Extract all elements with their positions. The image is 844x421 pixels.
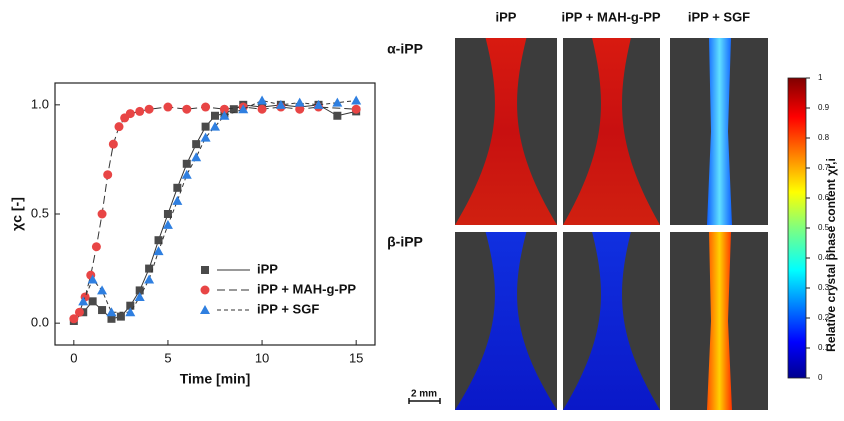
point bbox=[201, 122, 210, 131]
specimen bbox=[707, 232, 732, 410]
y-tick-label: 1.0 bbox=[31, 96, 49, 111]
legend-label: iPP + SGF bbox=[257, 301, 319, 316]
point bbox=[182, 104, 192, 114]
series-line bbox=[73, 106, 357, 320]
point bbox=[219, 110, 230, 120]
point bbox=[210, 121, 220, 131]
legend-label: iPP + MAH-g-PP bbox=[257, 281, 356, 296]
point bbox=[154, 236, 163, 245]
point bbox=[295, 104, 305, 114]
point bbox=[91, 242, 101, 252]
point bbox=[238, 104, 249, 114]
point bbox=[191, 152, 202, 162]
point bbox=[134, 291, 145, 301]
colorbar-tick-label: 0.2 bbox=[818, 313, 830, 322]
legend-marker bbox=[200, 285, 210, 295]
point bbox=[125, 109, 135, 119]
x-axis-label: Time [min] bbox=[180, 371, 251, 387]
scale-bar bbox=[408, 398, 441, 404]
column-label: iPP + MAH-g-PP bbox=[561, 9, 660, 24]
point bbox=[125, 307, 136, 317]
point bbox=[313, 99, 324, 109]
point bbox=[163, 102, 173, 112]
point bbox=[116, 312, 125, 321]
legend-marker bbox=[201, 266, 209, 274]
point bbox=[163, 210, 172, 218]
colorbar-tick-label: 0.5 bbox=[818, 223, 830, 232]
specimen bbox=[455, 232, 557, 410]
x-tick-label: 5 bbox=[164, 350, 171, 365]
point bbox=[97, 209, 107, 219]
y-tick-label: 0.5 bbox=[31, 205, 49, 220]
point bbox=[87, 274, 98, 284]
x-tick-label: 15 bbox=[349, 350, 363, 365]
x-tick-label: 10 bbox=[255, 350, 269, 365]
point bbox=[144, 104, 154, 114]
specimen bbox=[563, 38, 660, 225]
y-tick-label: 0.0 bbox=[31, 315, 49, 330]
point bbox=[201, 102, 211, 112]
specimen bbox=[563, 232, 660, 410]
point bbox=[98, 306, 107, 315]
column-label: iPP bbox=[496, 9, 517, 24]
point bbox=[351, 95, 362, 105]
colorbar-tick-label: 1 bbox=[818, 73, 823, 82]
point bbox=[257, 104, 267, 114]
point bbox=[126, 301, 135, 310]
scale-bar-label: 2 mm bbox=[411, 389, 437, 400]
point bbox=[144, 274, 155, 284]
colorbar-label: Relative crystal phase content χr,i bbox=[824, 158, 838, 352]
point bbox=[211, 111, 219, 120]
point bbox=[172, 195, 183, 205]
point bbox=[332, 97, 343, 107]
point bbox=[192, 140, 201, 149]
colorbar-tick-label: 0.1 bbox=[818, 343, 830, 352]
row-label: α-iPP bbox=[387, 41, 423, 57]
colorbar bbox=[787, 77, 807, 379]
point bbox=[153, 246, 164, 256]
point bbox=[103, 170, 113, 180]
column-label: iPP + SGF bbox=[688, 9, 750, 24]
point bbox=[200, 132, 211, 142]
point bbox=[108, 139, 118, 149]
colorbar-tick-label: 0.4 bbox=[818, 253, 830, 262]
point bbox=[74, 307, 84, 317]
legend-marker bbox=[200, 305, 210, 314]
x-tick-label: 0 bbox=[70, 350, 77, 365]
point bbox=[78, 296, 89, 306]
colorbar-tick-label: 0.7 bbox=[818, 163, 830, 172]
point bbox=[351, 104, 361, 114]
colorbar-tick-label: 0.3 bbox=[818, 283, 830, 292]
series-line bbox=[82, 99, 357, 313]
point bbox=[135, 286, 144, 295]
colorbar-tick-label: 0.8 bbox=[818, 133, 830, 142]
legend-label: iPP bbox=[257, 261, 278, 276]
point bbox=[97, 285, 108, 295]
point bbox=[294, 97, 305, 107]
point bbox=[145, 264, 154, 273]
point bbox=[229, 105, 238, 114]
specimen bbox=[455, 38, 557, 225]
point bbox=[107, 314, 116, 323]
point bbox=[275, 99, 286, 109]
point bbox=[333, 111, 342, 120]
specimen bbox=[707, 38, 732, 225]
point bbox=[114, 122, 124, 132]
point bbox=[69, 314, 79, 324]
colorbar-tick-label: 0.6 bbox=[818, 193, 830, 202]
point bbox=[182, 159, 191, 168]
row-label: β-iPP bbox=[387, 234, 423, 250]
point bbox=[257, 95, 268, 105]
y-axis-label: χc [-] bbox=[9, 197, 25, 231]
point bbox=[181, 169, 192, 179]
point bbox=[162, 219, 173, 229]
point bbox=[106, 307, 117, 317]
colorbar-tick-label: 0 bbox=[818, 373, 823, 382]
point bbox=[173, 183, 182, 192]
point bbox=[135, 106, 145, 116]
point bbox=[88, 297, 97, 306]
point bbox=[219, 104, 229, 114]
colorbar-tick-label: 0.9 bbox=[818, 103, 830, 112]
